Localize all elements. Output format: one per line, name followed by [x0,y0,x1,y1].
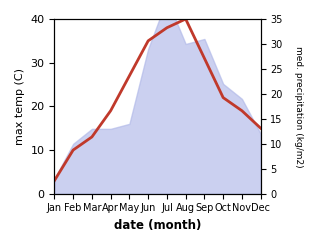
Y-axis label: max temp (C): max temp (C) [15,68,25,145]
Y-axis label: med. precipitation (kg/m2): med. precipitation (kg/m2) [294,45,303,167]
X-axis label: date (month): date (month) [114,219,201,232]
